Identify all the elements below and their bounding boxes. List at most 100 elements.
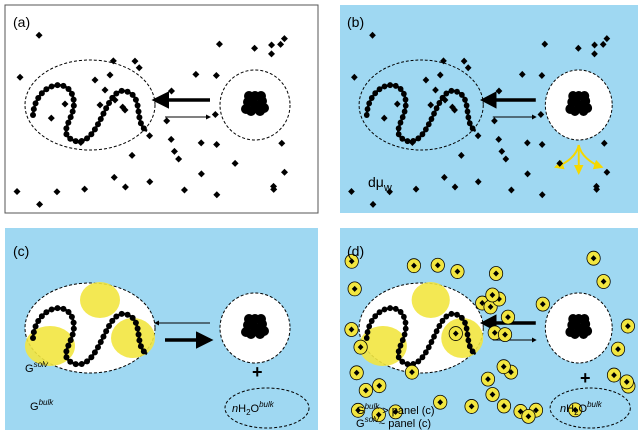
particle: [474, 178, 482, 186]
panel-a: (a): [13, 14, 291, 208]
solvation-shell: [111, 318, 155, 358]
mid: O: [579, 403, 588, 415]
particle: [128, 151, 136, 159]
rest: > panel (c): [379, 405, 434, 417]
monomer: [94, 121, 101, 128]
particle: [441, 96, 449, 104]
monomer: [35, 94, 42, 101]
monomer: [469, 348, 476, 355]
monomer: [109, 317, 116, 324]
panel-c: [24, 282, 310, 429]
monomer: [60, 305, 67, 312]
monomer: [100, 110, 107, 117]
particle: [231, 159, 239, 167]
monomer: [392, 305, 399, 312]
monomer: [84, 135, 91, 142]
particle: [479, 300, 486, 307]
particle: [603, 35, 611, 43]
monomer: [69, 108, 76, 115]
particle: [441, 173, 448, 181]
water-region: [224, 387, 310, 429]
monomer: [436, 322, 443, 329]
particle: [35, 31, 43, 39]
monomer: [464, 108, 471, 115]
monomer: [103, 328, 110, 335]
monomer: [244, 314, 254, 324]
monomer: [91, 349, 98, 356]
particle: [600, 278, 607, 285]
monomer: [575, 325, 586, 335]
particle: [457, 151, 465, 159]
monomer: [113, 90, 120, 97]
monomer: [415, 135, 422, 142]
base: G: [356, 405, 365, 417]
monomer: [252, 325, 262, 335]
particle: [451, 183, 459, 191]
particle: [451, 106, 458, 114]
particle: [440, 57, 447, 65]
particle: [355, 407, 361, 414]
monomer: [401, 313, 407, 320]
particle: [611, 372, 617, 379]
monomer: [431, 333, 437, 340]
particle: [489, 291, 496, 298]
particle: [61, 100, 69, 108]
monomer: [425, 121, 432, 128]
monomer: [366, 100, 373, 107]
monomer: [395, 354, 402, 361]
particle: [91, 76, 99, 84]
particle: [491, 117, 498, 125]
particle: [135, 64, 143, 72]
sup: bulk: [587, 400, 603, 409]
sub: 2: [246, 408, 251, 417]
monomer: [565, 104, 575, 114]
monomer: [70, 319, 77, 326]
monomer: [30, 335, 36, 341]
sup: solv: [34, 360, 49, 369]
particle: [502, 331, 508, 338]
particle: [13, 188, 21, 196]
particle: [599, 40, 607, 48]
monomer: [428, 338, 435, 345]
particle: [518, 70, 526, 78]
monomer: [401, 108, 408, 115]
annotation-sub: w: [383, 182, 392, 194]
panel-label: (d): [347, 243, 364, 259]
note: Gbulk > panel (c): [356, 402, 435, 417]
monomer: [397, 342, 404, 349]
monomer: [401, 90, 407, 97]
monomer: [397, 308, 404, 315]
base: H: [566, 403, 574, 415]
monomer: [106, 322, 113, 329]
particle: [36, 200, 44, 208]
monomer: [135, 108, 142, 115]
monomer: [140, 348, 147, 355]
particle: [277, 40, 285, 48]
particle: [449, 103, 456, 111]
sup: bulk: [365, 402, 381, 411]
monomer: [88, 131, 95, 138]
monomer: [376, 86, 383, 93]
monomer: [30, 112, 36, 118]
particle: [215, 40, 223, 48]
annotation-base: dμ: [368, 174, 384, 190]
sup: bulk: [259, 400, 275, 409]
particle: [47, 114, 55, 122]
monomer: [103, 105, 110, 112]
monomer: [118, 310, 125, 317]
monomer: [72, 138, 79, 145]
monomer: [368, 94, 375, 101]
annotation: dμw: [368, 174, 392, 194]
base: H: [238, 403, 246, 415]
particle: [380, 114, 388, 122]
base: G: [30, 401, 39, 413]
monomer: [433, 105, 440, 112]
monomer: [443, 90, 450, 97]
monomer: [448, 87, 455, 94]
collapsed-region: [219, 69, 291, 141]
monomer: [459, 314, 465, 321]
panel-label: (c): [13, 243, 29, 259]
monomer: [32, 100, 39, 107]
monomer: [395, 131, 402, 138]
particle: [593, 185, 600, 193]
